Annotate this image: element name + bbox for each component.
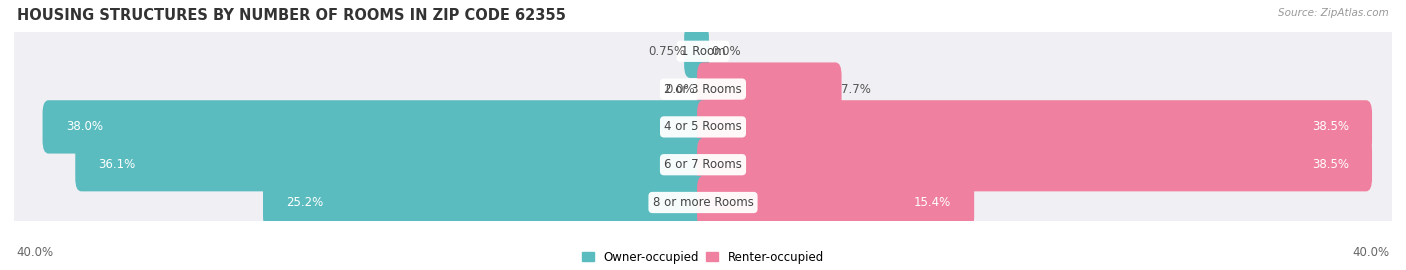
- FancyBboxPatch shape: [697, 138, 1372, 191]
- Text: 4 or 5 Rooms: 4 or 5 Rooms: [664, 120, 742, 133]
- Text: 36.1%: 36.1%: [98, 158, 136, 171]
- FancyBboxPatch shape: [8, 138, 1398, 191]
- FancyBboxPatch shape: [697, 176, 974, 229]
- Text: 38.0%: 38.0%: [66, 120, 103, 133]
- FancyBboxPatch shape: [7, 59, 1399, 119]
- FancyBboxPatch shape: [8, 62, 1398, 116]
- Text: 0.0%: 0.0%: [711, 45, 741, 58]
- FancyBboxPatch shape: [7, 22, 1399, 81]
- FancyBboxPatch shape: [697, 100, 1372, 154]
- Text: 38.5%: 38.5%: [1312, 158, 1348, 171]
- Text: 8 or more Rooms: 8 or more Rooms: [652, 196, 754, 209]
- Text: 40.0%: 40.0%: [1353, 246, 1389, 259]
- FancyBboxPatch shape: [7, 135, 1399, 194]
- Text: 1 Room: 1 Room: [681, 45, 725, 58]
- Text: 6 or 7 Rooms: 6 or 7 Rooms: [664, 158, 742, 171]
- FancyBboxPatch shape: [697, 62, 842, 116]
- FancyBboxPatch shape: [7, 97, 1399, 157]
- Text: 0.0%: 0.0%: [665, 83, 695, 96]
- Text: 0.75%: 0.75%: [648, 45, 685, 58]
- FancyBboxPatch shape: [8, 176, 1398, 229]
- FancyBboxPatch shape: [263, 176, 709, 229]
- FancyBboxPatch shape: [8, 25, 1398, 78]
- Text: 40.0%: 40.0%: [17, 246, 53, 259]
- Text: 7.7%: 7.7%: [841, 83, 870, 96]
- Text: Source: ZipAtlas.com: Source: ZipAtlas.com: [1278, 8, 1389, 18]
- FancyBboxPatch shape: [7, 173, 1399, 232]
- Text: 38.5%: 38.5%: [1312, 120, 1348, 133]
- Text: 15.4%: 15.4%: [914, 196, 950, 209]
- Text: 2 or 3 Rooms: 2 or 3 Rooms: [664, 83, 742, 96]
- Text: HOUSING STRUCTURES BY NUMBER OF ROOMS IN ZIP CODE 62355: HOUSING STRUCTURES BY NUMBER OF ROOMS IN…: [17, 8, 565, 23]
- FancyBboxPatch shape: [685, 25, 709, 78]
- Text: 25.2%: 25.2%: [287, 196, 323, 209]
- FancyBboxPatch shape: [76, 138, 709, 191]
- FancyBboxPatch shape: [42, 100, 709, 154]
- FancyBboxPatch shape: [8, 100, 1398, 154]
- Legend: Owner-occupied, Renter-occupied: Owner-occupied, Renter-occupied: [578, 246, 828, 268]
